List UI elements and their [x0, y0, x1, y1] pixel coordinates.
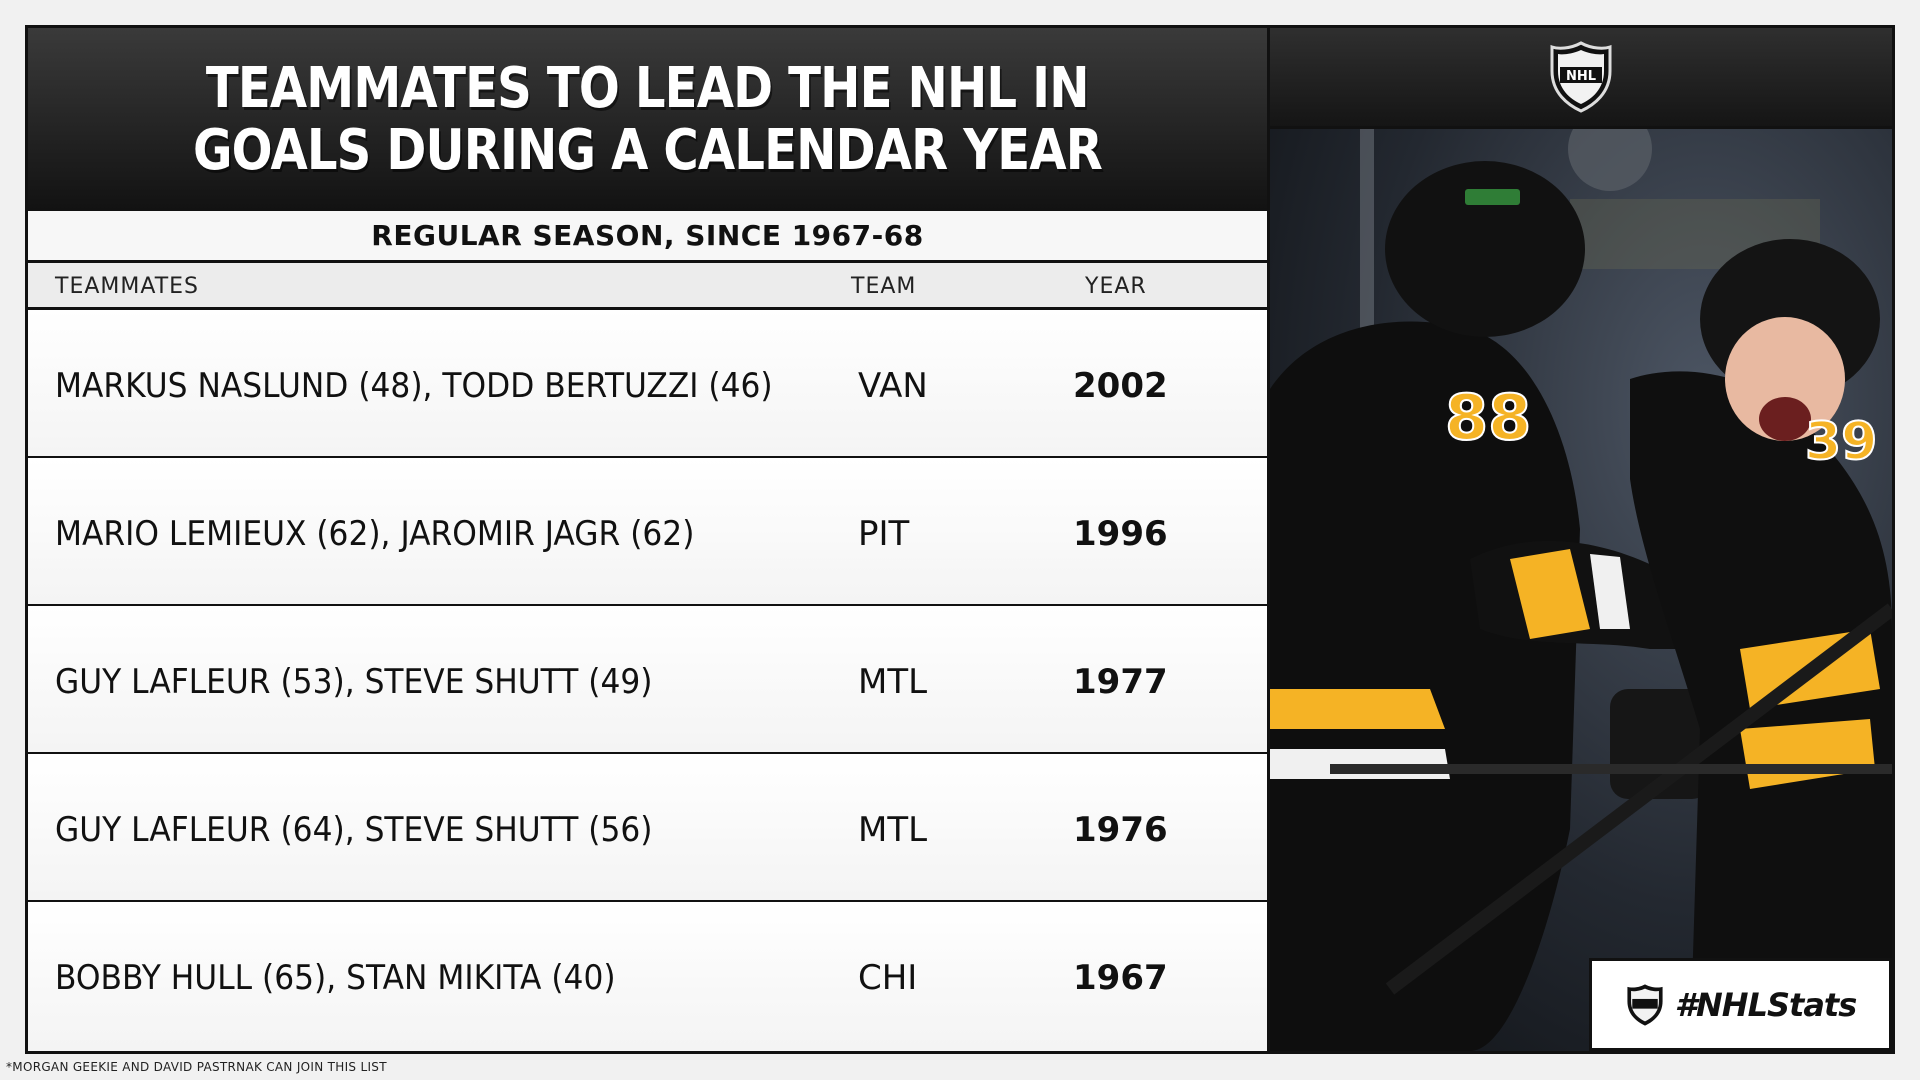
cell-teammates: BOBBY HULL (65), STAN MIKITA (40)	[55, 958, 616, 998]
column-header-teammates: TEAMMATES	[55, 274, 199, 299]
title-line-1: TEAMMATES TO LEAD THE NHL IN	[206, 55, 1090, 121]
cell-teammates: GUY LAFLEUR (64), STEVE SHUTT (56)	[55, 810, 653, 850]
photo-panel: NHL	[1270, 28, 1892, 1051]
cell-year: 1996	[1073, 514, 1168, 554]
footnote: *MORGAN GEEKIE AND DAVID PASTRNAK CAN JO…	[6, 1060, 387, 1074]
cell-year: 2002	[1073, 366, 1168, 406]
graphic-frame: TEAMMATES TO LEAD THE NHL IN GOALS DURIN…	[25, 25, 1895, 1054]
players-illustration: 88 39	[1270, 129, 1892, 1051]
svg-text:NHL: NHL	[1566, 69, 1596, 84]
title-line-2: GOALS DURING A CALENDAR YEAR	[193, 117, 1103, 183]
table-row: MARKUS NASLUND (48), TODD BERTUZZI (46) …	[28, 310, 1267, 458]
subtitle: REGULAR SEASON, SINCE 1967-68	[28, 211, 1267, 263]
cell-teammates: MARIO LEMIEUX (62), JAROMIR JAGR (62)	[55, 514, 695, 554]
nhl-shield-icon: NHL	[1550, 41, 1612, 113]
table-header: TEAMMATES TEAM YEAR	[28, 263, 1267, 310]
column-header-year: YEAR	[1085, 274, 1147, 299]
cell-teammates: GUY LAFLEUR (53), STEVE SHUTT (49)	[55, 662, 653, 702]
cell-team: CHI	[858, 958, 918, 998]
cell-team: PIT	[858, 514, 910, 554]
hashtag-text: #NHLStats	[1674, 985, 1857, 1024]
celebration-photo: 88 39 #NHLStats	[1270, 129, 1892, 1051]
cell-teammates: MARKUS NASLUND (48), TODD BERTUZZI (46)	[55, 366, 773, 406]
table-row: BOBBY HULL (65), STAN MIKITA (40) CHI 19…	[28, 902, 1267, 1050]
table-body: MARKUS NASLUND (48), TODD BERTUZZI (46) …	[28, 310, 1267, 1050]
cell-year: 1967	[1073, 958, 1168, 998]
cell-year: 1976	[1073, 810, 1168, 850]
cell-team: MTL	[858, 662, 928, 702]
title-bar: TEAMMATES TO LEAD THE NHL IN GOALS DURIN…	[28, 28, 1267, 211]
table-row: MARIO LEMIEUX (62), JAROMIR JAGR (62) PI…	[28, 458, 1267, 606]
column-header-team: TEAM	[851, 274, 917, 299]
logo-bar: NHL	[1270, 28, 1892, 129]
table-row: GUY LAFLEUR (64), STEVE SHUTT (56) MTL 1…	[28, 754, 1267, 902]
jersey-number-39: 39	[1805, 412, 1877, 472]
hashtag-box: #NHLStats	[1589, 958, 1892, 1051]
cell-year: 1977	[1073, 662, 1168, 702]
nhl-shield-small-icon	[1627, 983, 1663, 1026]
jersey-number-88: 88	[1445, 381, 1531, 454]
cell-team: MTL	[858, 810, 928, 850]
stats-panel: TEAMMATES TO LEAD THE NHL IN GOALS DURIN…	[28, 28, 1270, 1051]
cell-team: VAN	[858, 366, 928, 406]
table-row: GUY LAFLEUR (53), STEVE SHUTT (49) MTL 1…	[28, 606, 1267, 754]
